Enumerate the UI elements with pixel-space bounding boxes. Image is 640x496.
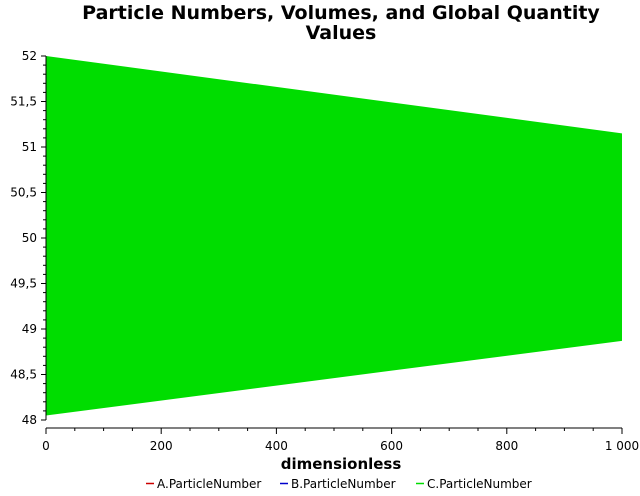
y-tick-label: 51,5 [10,95,37,109]
x-tick-label: 600 [380,439,403,453]
chart-title-line-1: Particle Numbers, Volumes, and Global Qu… [82,2,600,24]
y-tick-label: 48,5 [10,368,37,382]
y-tick-label: 49,5 [10,277,37,291]
y-tick-label: 50 [22,231,37,245]
series-band-2 [46,56,622,416]
legend-label: A.ParticleNumber [157,477,261,491]
y-tick-label: 49 [22,322,37,336]
x-tick-label: 200 [150,439,173,453]
chart-title-line-2: Values [306,22,377,44]
y-tick-label: 51 [22,140,37,154]
y-tick-label: 48 [22,413,37,427]
x-tick-label: 400 [265,439,288,453]
plot-area [46,56,622,416]
legend: A.ParticleNumber B.ParticleNumber C.Partic… [146,477,532,491]
y-tick-label: 52 [22,49,37,63]
y-tick-label: 50,5 [10,186,37,200]
x-tick-label: 0 [42,439,50,453]
x-axis-ticks: 0 200 400 600 800 1 000 [42,428,639,453]
x-tick-label: 1 000 [605,439,639,453]
x-tick-label: 800 [495,439,518,453]
legend-label: B.ParticleNumber [291,477,396,491]
x-axis-title: dimensionless [281,455,402,473]
legend-label: C.ParticleNumber [427,477,532,491]
y-axis-ticks: 48 48,5 49 49,5 50 50,5 51 51,5 52 [10,49,46,427]
